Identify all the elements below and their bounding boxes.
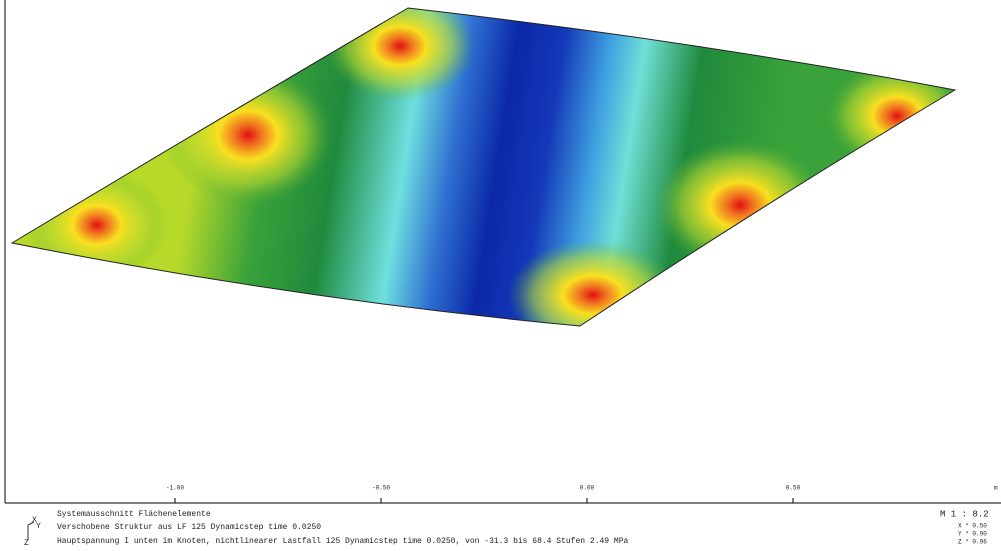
fe-view: Systemausschnitt Flächenelemente Verscho… [0,0,1001,551]
footer-line: Hauptspannung I unten im Knoten, nichtli… [57,537,628,546]
ruler-label: -1.00 [166,485,184,492]
contour-plate [0,0,1001,350]
ruler-label: 0.00 [580,485,595,492]
factor: X * 0.50 [958,523,987,530]
factor: Y * 0.90 [958,531,987,538]
ruler-label: -0.50 [372,485,390,492]
ruler-label: 0.50 [786,485,801,492]
factor: Z * 0.96 [958,539,987,546]
footer-line: Verschobene Struktur aus LF 125 Dynamics… [57,523,321,532]
footer-line: Systemausschnitt Flächenelemente [57,510,211,519]
scale: M 1 : 8.2 [940,509,989,519]
axis-label: Y [36,522,41,531]
ruler-unit: m [994,485,998,492]
axis-label: Z [24,539,29,548]
